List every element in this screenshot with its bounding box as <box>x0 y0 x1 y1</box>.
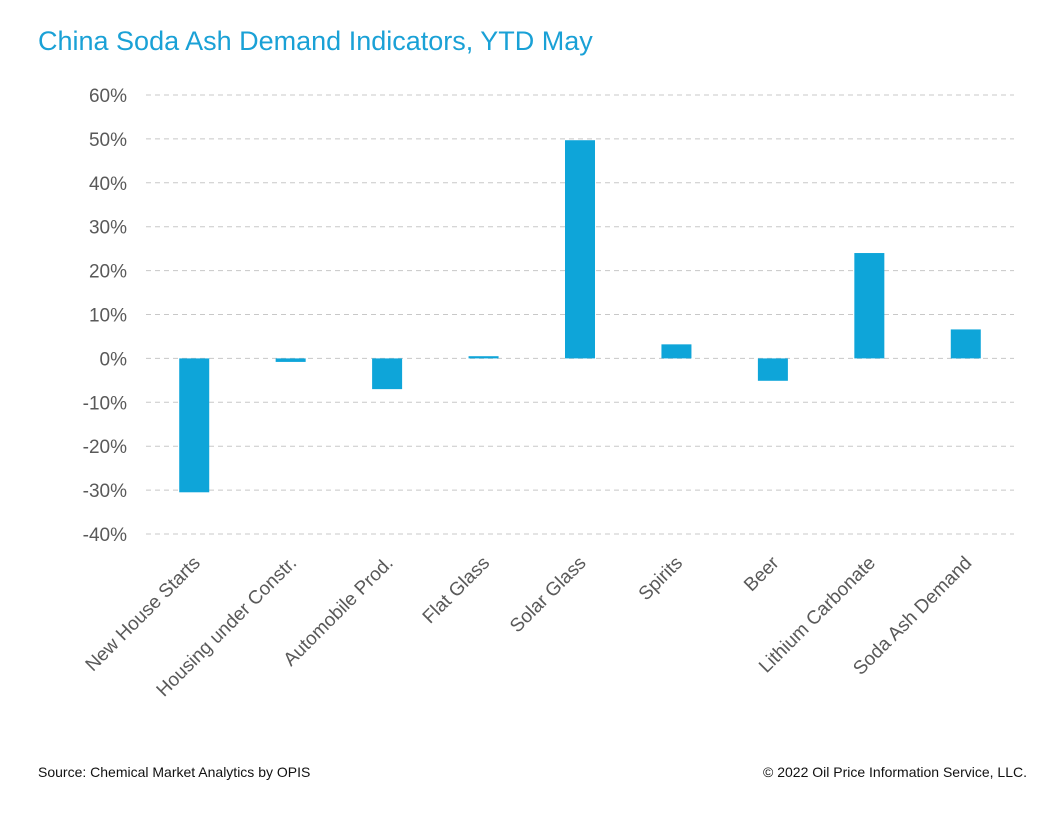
y-axis-tick-labels: 60% 50% 40% 30% 20% 10% 0% -10% -20% -30% -40% <box>83 86 127 546</box>
y-tick-label: 50% <box>89 130 127 151</box>
y-tick-label: -20% <box>83 437 127 458</box>
chart-title: China Soda Ash Demand Indicators, YTD Ma… <box>38 26 593 56</box>
y-tick-label: 40% <box>89 174 127 195</box>
bar <box>565 140 595 359</box>
copyright-note: © 2022 Oil Price Information Service, LL… <box>763 764 1027 780</box>
bar <box>950 329 981 359</box>
x-tick-label: Beer <box>740 552 784 596</box>
y-tick-label: -40% <box>83 525 127 546</box>
y-tick-label: -10% <box>83 393 127 414</box>
bar <box>179 358 210 493</box>
y-tick-label: 10% <box>89 306 127 327</box>
y-tick-label: 60% <box>89 86 127 107</box>
source-note: Source: Chemical Market Analytics by OPI… <box>38 764 311 780</box>
y-tick-label: 30% <box>89 218 127 239</box>
x-tick-label: Spirits <box>635 553 687 605</box>
bar <box>661 344 692 359</box>
x-tick-label: Flat Glass <box>419 553 494 628</box>
y-tick-label: 0% <box>100 349 128 370</box>
y-tick-label: 20% <box>89 262 127 283</box>
bars <box>179 140 981 493</box>
bar <box>468 356 499 359</box>
y-tick-label: -30% <box>83 481 127 502</box>
bar <box>757 358 788 381</box>
x-tick-label: Solar Glass <box>506 553 590 637</box>
bar <box>372 358 403 390</box>
bar <box>854 253 885 359</box>
bar-chart: 60% 50% 40% 30% 20% 10% 0% -10% -20% -30% -40% New… <box>82 86 1014 701</box>
bar <box>275 358 306 362</box>
